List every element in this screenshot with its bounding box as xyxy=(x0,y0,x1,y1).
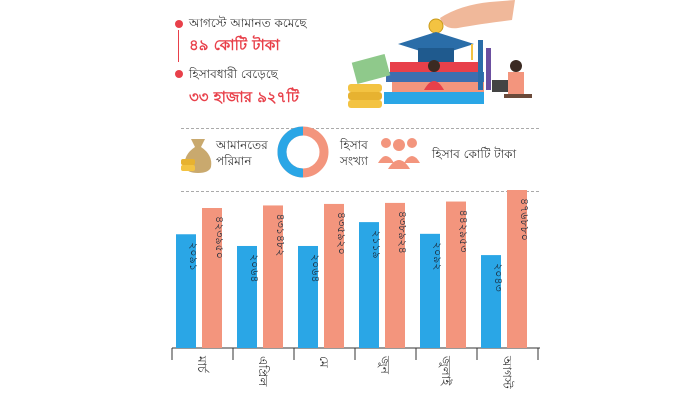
legend-accounts-line-2: সংখ্যা xyxy=(340,154,368,168)
deposit-value-label: ২০৪৩ xyxy=(492,263,505,292)
deposit-value-label: ২০৯২ xyxy=(431,242,444,271)
legend-accounts-label: হিসাব সংখ্যা xyxy=(340,137,368,169)
accounts-bar xyxy=(324,203,344,348)
x-tick-label: জুলাই xyxy=(438,355,453,386)
x-tick-label: আগস্ট xyxy=(500,355,514,390)
deposit-bar xyxy=(176,234,196,348)
highlight-1-value: ৪৯ কোটি টাকা xyxy=(189,36,280,54)
coin-stack-icon xyxy=(348,84,382,92)
highlight-divider xyxy=(178,30,179,62)
legend xyxy=(181,128,539,192)
deposit-value-label: ২০৬৪ xyxy=(309,254,322,283)
coin-stack-icon xyxy=(348,100,382,108)
people-group-icon xyxy=(378,138,420,169)
deposit-value-label: ২১১৯ xyxy=(370,230,383,259)
legend-deposit-line-2: পরিমান xyxy=(216,154,252,168)
pencil-icon xyxy=(486,48,491,90)
accounts-bar xyxy=(263,205,283,348)
highlight-bullet xyxy=(175,70,183,78)
highlight-2-value: ৩৩ হাজার ৯২৭টি xyxy=(189,88,299,106)
x-tick-label: এপ্রিল xyxy=(256,356,270,388)
accounts-value-label: ৪৪২৯৫৩ xyxy=(457,210,470,253)
x-tick-label: মার্চ xyxy=(195,355,209,374)
legend-accounts-line-1: হিসাব xyxy=(340,138,368,152)
hand-icon xyxy=(428,0,515,34)
deposit-value-label: ২০৯১ xyxy=(187,242,200,271)
book-icon xyxy=(386,72,484,82)
x-tick-label: জুন xyxy=(377,355,392,375)
deposit-bar xyxy=(420,233,440,348)
unit-note: হিসাব কোটি টাকা xyxy=(432,147,517,161)
accounts-bar xyxy=(202,208,222,348)
highlight-bullet xyxy=(175,20,183,28)
deposit-bar xyxy=(481,255,501,348)
deposit-value-label: ২০৬৪ xyxy=(248,254,261,283)
accounts-value-label: ৪২৩৯৫০ xyxy=(213,216,226,259)
deposit-bar xyxy=(237,245,257,348)
highlight-2-text: হিসাবধারী বেড়েছে xyxy=(189,67,278,81)
legend-deposit-label: আমানতের পরিমান xyxy=(216,137,268,169)
donut-legend-icon xyxy=(277,126,329,178)
graduation-cap-icon xyxy=(398,32,474,62)
accounts-bar xyxy=(385,202,405,348)
accounts-value-label: ৪৭৬৮৮০ xyxy=(518,198,531,241)
accounts-value-label: ৪৩৮৯২৪ xyxy=(396,211,409,254)
highlight-1-text: আগস্টে আমানত কমেছে xyxy=(189,16,307,30)
deposit-bar xyxy=(298,245,318,348)
legend-deposit-line-1: আমানতের xyxy=(216,138,268,152)
education-illustration xyxy=(348,0,532,108)
accounts-bar xyxy=(507,190,527,348)
pencil-icon xyxy=(478,40,483,90)
accounts-bar xyxy=(446,201,466,348)
reading-person-icon xyxy=(424,60,444,90)
x-tick-label: মে xyxy=(317,356,331,368)
coin-stack-icon xyxy=(348,92,382,100)
deposit-bar xyxy=(359,222,379,348)
book-icon xyxy=(384,92,484,104)
accounts-value-label: ৪৩১৪৮২ xyxy=(274,213,287,256)
accounts-value-label: ৪৩৫৯২০ xyxy=(335,212,348,255)
money-bag-icon xyxy=(181,139,212,173)
banknote-icon xyxy=(351,53,391,85)
laptop-person-icon xyxy=(492,60,532,98)
